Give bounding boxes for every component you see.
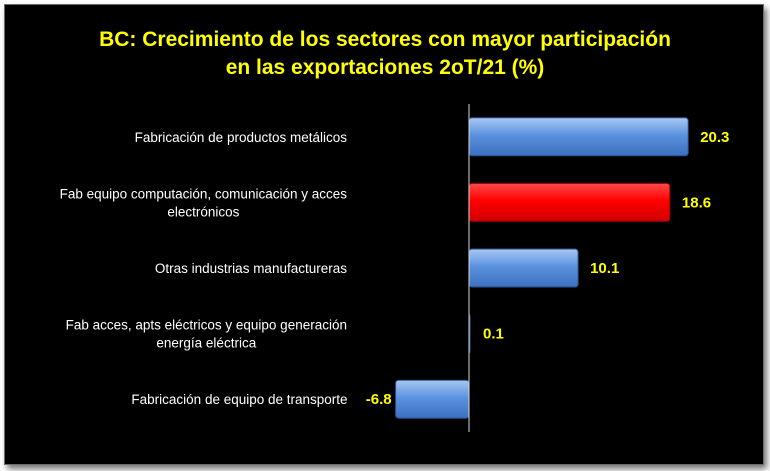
category-label-3: Otras industrias manufactureras bbox=[155, 261, 347, 276]
bar-5 bbox=[395, 379, 470, 419]
data-label-1: 20.3 bbox=[700, 129, 729, 146]
bar-2 bbox=[468, 182, 671, 222]
chart-title-line-1: BC: Crecimiento de los sectores con mayo… bbox=[99, 28, 671, 51]
data-label-2: 18.6 bbox=[682, 194, 711, 211]
data-label-5: -6.8 bbox=[366, 391, 392, 408]
bar-3 bbox=[468, 248, 579, 288]
category-label-1: Fabricación de productos metálicos bbox=[135, 130, 348, 145]
chart-title-line-2: en las exportaciones 2oT/21 (%) bbox=[226, 56, 545, 79]
category-label-2: Fab equipo computación, comunicación y a… bbox=[60, 186, 348, 219]
chart-frame bbox=[4, 4, 764, 465]
category-label-4: Fab acces, apts eléctricos y equipo gene… bbox=[66, 318, 347, 351]
data-label-4: 0.1 bbox=[483, 326, 504, 343]
category-label-5: Fabricación de equipo de transporte bbox=[131, 392, 347, 407]
data-label-3: 10.1 bbox=[590, 260, 619, 277]
bar-1 bbox=[468, 117, 689, 157]
